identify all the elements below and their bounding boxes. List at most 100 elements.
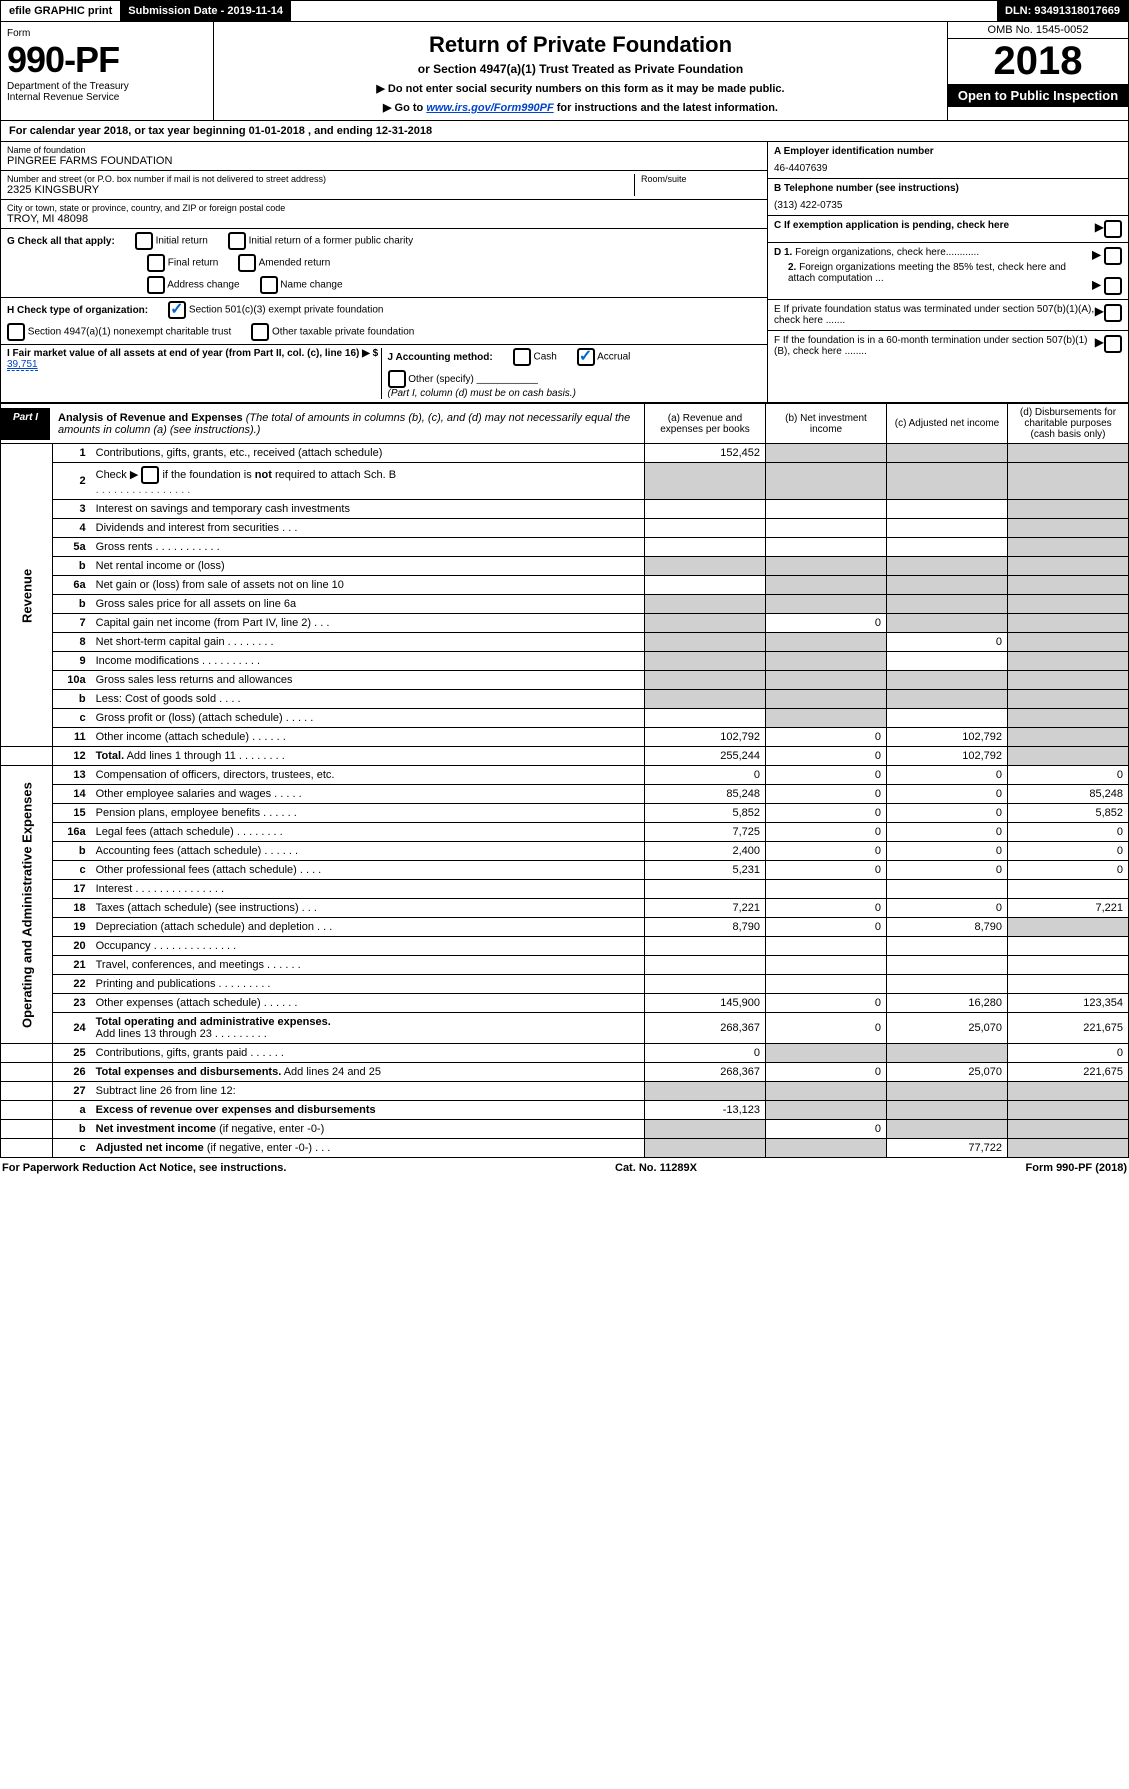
fmv-link[interactable]: 39,751 (7, 359, 38, 371)
instr-1: ▶ Do not enter social security numbers o… (220, 82, 941, 95)
dept-label: Department of the Treasury (7, 81, 207, 92)
line-24: 24Total operating and administrative exp… (1, 1013, 1129, 1044)
arrow-icon: ▶ (1095, 220, 1104, 238)
line-10a: 10aGross sales less returns and allowanc… (1, 671, 1129, 690)
irs-link[interactable]: www.irs.gov/Form990PF (426, 102, 553, 114)
line-2: 2 Check ▶ if the foundation is not requi… (1, 463, 1129, 500)
top-bar: efile GRAPHIC print Submission Date - 20… (0, 0, 1129, 22)
line-10b: bLess: Cost of goods sold . . . . (1, 690, 1129, 709)
efile-label: efile GRAPHIC print (1, 1, 120, 21)
cb-initial[interactable]: Initial return (135, 232, 208, 250)
line-12: 12Total. Add lines 1 through 11 . . . . … (1, 747, 1129, 766)
form-subtitle: or Section 4947(a)(1) Trust Treated as P… (220, 62, 941, 76)
part-title: Analysis of Revenue and Expenses (The to… (50, 408, 644, 440)
footer-left: For Paperwork Reduction Act Notice, see … (2, 1162, 286, 1174)
cb-4947[interactable]: Section 4947(a)(1) nonexempt charitable … (7, 323, 231, 341)
e-row: E If private foundation status was termi… (768, 300, 1128, 331)
part-tab: Part I (1, 408, 50, 440)
footer-right: Form 990-PF (2018) (1026, 1162, 1128, 1174)
line-18: 18Taxes (attach schedule) (see instructi… (1, 899, 1129, 918)
irs-label: Internal Revenue Service (7, 92, 207, 103)
cb-other-tax[interactable]: Other taxable private foundation (251, 323, 414, 341)
line-6a: 6aNet gain or (loss) from sale of assets… (1, 576, 1129, 595)
cb-initial-former[interactable]: Initial return of a former public charit… (228, 232, 413, 250)
line-1: Revenue 1 Contributions, gifts, grants, … (1, 444, 1129, 463)
line-16c: cOther professional fees (attach schedul… (1, 861, 1129, 880)
open-public: Open to Public Inspection (948, 84, 1128, 107)
form-number: 990-PF (7, 39, 207, 81)
footer-mid: Cat. No. 11289X (615, 1162, 697, 1174)
omb-number: OMB No. 1545-0052 (948, 22, 1128, 39)
info-left: Name of foundation PINGREE FARMS FOUNDAT… (1, 142, 767, 402)
line-7: 7Capital gain net income (from Part IV, … (1, 614, 1129, 633)
cb-cash[interactable]: Cash (513, 348, 557, 366)
f-row: F If the foundation is in a 60-month ter… (768, 331, 1128, 361)
d-row: D 1. D 1. Foreign organizations, check h… (768, 243, 1128, 300)
info-right: A Employer identification number 46-4407… (767, 142, 1128, 402)
h-label: H Check type of organization: (7, 305, 148, 316)
line-13: Operating and Administrative Expenses 13… (1, 766, 1129, 785)
cb-schb[interactable] (141, 466, 159, 484)
foundation-name-cell: Name of foundation PINGREE FARMS FOUNDAT… (1, 142, 767, 171)
line-14: 14Other employee salaries and wages . . … (1, 785, 1129, 804)
line-27b: bNet investment income (if negative, ent… (1, 1120, 1129, 1139)
section-g: G Check all that apply: Initial return I… (1, 229, 767, 298)
line-20: 20Occupancy . . . . . . . . . . . . . . (1, 937, 1129, 956)
col-a: (a) Revenue and expenses per books (645, 404, 766, 444)
form-header: Form 990-PF Department of the Treasury I… (0, 22, 1129, 121)
line-25: 25Contributions, gifts, grants paid . . … (1, 1044, 1129, 1063)
cb-501c3[interactable]: Section 501(c)(3) exempt private foundat… (168, 301, 383, 319)
cb-other-acct[interactable]: Other (specify) (388, 374, 474, 385)
line-19: 19Depreciation (attach schedule) and dep… (1, 918, 1129, 937)
header-left: Form 990-PF Department of the Treasury I… (1, 22, 214, 120)
line-5b: bNet rental income or (loss) (1, 557, 1129, 576)
city-cell: City or town, state or province, country… (1, 200, 767, 229)
cb-f[interactable] (1104, 335, 1122, 353)
instr-2: ▶ Go to www.irs.gov/Form990PF for instru… (220, 101, 941, 114)
calendar-year-row: For calendar year 2018, or tax year begi… (0, 121, 1129, 142)
line-22: 22Printing and publications . . . . . . … (1, 975, 1129, 994)
section-h: H Check type of organization: Section 50… (1, 298, 767, 345)
cb-c[interactable] (1104, 220, 1122, 238)
line-17: 17Interest . . . . . . . . . . . . . . . (1, 880, 1129, 899)
col-b: (b) Net investment income (766, 404, 887, 444)
cb-address[interactable]: Address change (147, 276, 240, 294)
submission-date: Submission Date - 2019-11-14 (120, 1, 291, 21)
cb-amended[interactable]: Amended return (238, 254, 330, 272)
cb-d1[interactable] (1104, 247, 1122, 265)
spacer (291, 1, 997, 21)
line-27a: aExcess of revenue over expenses and dis… (1, 1101, 1129, 1120)
line-16b: bAccounting fees (attach schedule) . . .… (1, 842, 1129, 861)
line-15: 15Pension plans, employee benefits . . .… (1, 804, 1129, 823)
phone-row: B Telephone number (see instructions) (3… (768, 179, 1128, 216)
cb-e[interactable] (1104, 304, 1122, 322)
ein-row: A Employer identification number 46-4407… (768, 142, 1128, 179)
g-label: G Check all that apply: (7, 236, 115, 247)
org-info-block: Name of foundation PINGREE FARMS FOUNDAT… (0, 142, 1129, 403)
line-3: 3Interest on savings and temporary cash … (1, 500, 1129, 519)
analysis-table: Part I Analysis of Revenue and Expenses … (0, 403, 1129, 1158)
line-11: 11Other income (attach schedule) . . . .… (1, 728, 1129, 747)
line-9: 9Income modifications . . . . . . . . . … (1, 652, 1129, 671)
line-26: 26Total expenses and disbursements. Add … (1, 1063, 1129, 1082)
section-ij: I Fair market value of all assets at end… (1, 345, 767, 402)
line-6b: bGross sales price for all assets on lin… (1, 595, 1129, 614)
col-d: (d) Disbursements for charitable purpose… (1008, 404, 1129, 444)
cb-name[interactable]: Name change (260, 276, 343, 294)
line-10c: cGross profit or (loss) (attach schedule… (1, 709, 1129, 728)
header-right: OMB No. 1545-0052 2018 Open to Public In… (947, 22, 1128, 120)
cb-d2[interactable] (1104, 277, 1122, 295)
tax-year: 2018 (948, 39, 1128, 84)
revenue-label: Revenue (1, 444, 53, 747)
line-21: 21Travel, conferences, and meetings . . … (1, 956, 1129, 975)
c-row: C If exemption application is pending, c… (768, 216, 1128, 243)
line-23: 23Other expenses (attach schedule) . . .… (1, 994, 1129, 1013)
opex-label: Operating and Administrative Expenses (1, 766, 53, 1044)
cb-final[interactable]: Final return (147, 254, 218, 272)
cb-accrual[interactable]: Accrual (577, 348, 631, 366)
address-cell: Number and street (or P.O. box number if… (1, 171, 767, 200)
header-center: Return of Private Foundation or Section … (214, 22, 947, 120)
line-5a: 5aGross rents . . . . . . . . . . . (1, 538, 1129, 557)
line-27: 27Subtract line 26 from line 12: (1, 1082, 1129, 1101)
page-footer: For Paperwork Reduction Act Notice, see … (0, 1158, 1129, 1178)
